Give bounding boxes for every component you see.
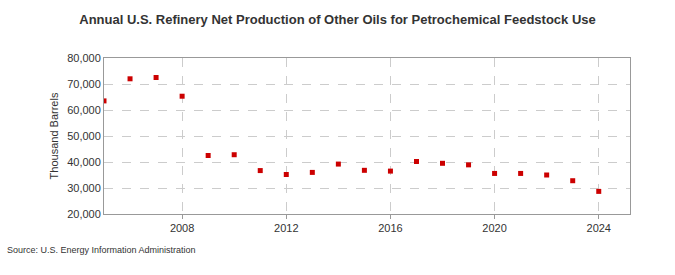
svg-text:2008: 2008 [170,222,194,234]
svg-text:2016: 2016 [378,222,402,234]
svg-text:80,000: 80,000 [67,52,101,64]
svg-text:20,000: 20,000 [67,208,101,220]
svg-text:60,000: 60,000 [67,104,101,116]
svg-text:2020: 2020 [482,222,506,234]
svg-text:2024: 2024 [587,222,611,234]
svg-text:Source: U.S. Energy Informatio: Source: U.S. Energy Information Administ… [7,245,196,255]
svg-text:Thousand Barrels: Thousand Barrels [48,92,60,179]
svg-text:30,000: 30,000 [67,182,101,194]
svg-text:Annual U.S. Refinery Net Produ: Annual U.S. Refinery Net Production of O… [79,12,596,27]
svg-text:2012: 2012 [274,222,298,234]
svg-text:40,000: 40,000 [67,156,101,168]
svg-text:50,000: 50,000 [67,130,101,142]
svg-text:70,000: 70,000 [67,78,101,90]
